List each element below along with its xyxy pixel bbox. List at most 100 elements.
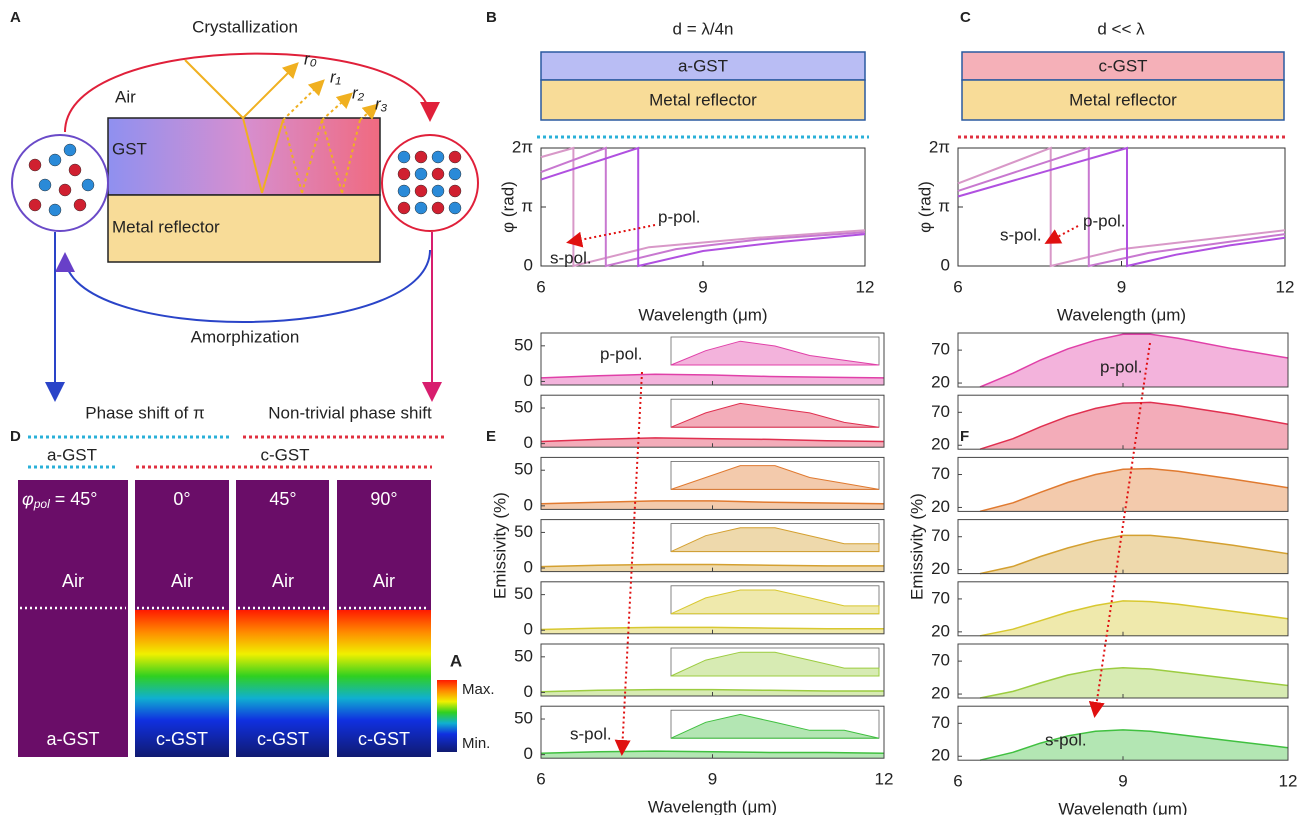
inset-fill (670, 465, 880, 490)
crystal-atoms (381, 134, 479, 232)
y-tick-label: 0 (524, 495, 533, 514)
inset-fill (670, 651, 880, 677)
amorphization-arrow (55, 249, 431, 323)
y-tick-label: 50 (514, 709, 533, 728)
annotation-arrow (1088, 342, 1151, 718)
phase-line (540, 146, 866, 268)
panel-label: A (10, 9, 21, 26)
inset-frame (670, 709, 880, 739)
atom (414, 184, 428, 198)
atom (431, 201, 445, 215)
area-fill (980, 402, 1288, 450)
y-tick-label: 2π (929, 137, 950, 156)
layer (961, 51, 1285, 81)
panel-title: d << λ (1097, 19, 1145, 38)
y-tick-label: 0 (941, 255, 950, 274)
y-tick-label: 70 (931, 402, 950, 421)
y-tick-label: π (938, 196, 950, 215)
annotation: p-pol. (600, 344, 643, 363)
angle-label: 45° (269, 489, 296, 509)
x-axis-label: Wavelength (μm) (1058, 800, 1187, 815)
annotation: s-pol. (550, 248, 592, 267)
emissivity-line (979, 600, 1289, 637)
emissivity-line (540, 563, 884, 568)
y-tick-label: 0 (524, 682, 533, 701)
angle-label: 90° (370, 489, 397, 509)
ray-label: r₃ (375, 94, 388, 113)
y-tick-label: 2π (512, 137, 533, 156)
header: c-GST (260, 445, 309, 464)
y-tick-label: 20 (931, 684, 950, 703)
area-fill (980, 535, 1288, 574)
y-tick-label: 0 (524, 371, 533, 390)
atom (448, 201, 462, 215)
air-label: Air (115, 87, 136, 106)
x-axis-label: Wavelength (μm) (1057, 305, 1186, 324)
ray-label: r₂ (352, 83, 365, 102)
emissivity-line (540, 373, 885, 379)
annotation: p-pol. (1100, 357, 1143, 376)
air-label: Air (62, 571, 84, 591)
crystallization-arrow (64, 52, 440, 133)
y-tick-label: 70 (931, 713, 950, 732)
area-fill (980, 729, 1288, 761)
y-tick-label: 0 (524, 255, 533, 274)
atom (397, 184, 411, 198)
y-tick-label: 20 (931, 559, 950, 578)
y-tick-label: 0 (524, 433, 533, 452)
y-tick-label: 20 (931, 746, 950, 765)
area-fill (980, 468, 1288, 512)
x-tick-label: 6 (536, 277, 545, 296)
x-tick-label: 9 (1117, 277, 1126, 296)
air-label: Air (373, 571, 395, 591)
emissivity-line (979, 666, 1289, 699)
y-tick-label: 70 (931, 526, 950, 545)
x-tick-label: 9 (698, 277, 707, 296)
x-tick-label: 6 (953, 277, 962, 296)
atom (414, 167, 428, 181)
ray-label: r₀ (304, 49, 317, 68)
panel-label: E (486, 428, 496, 445)
annotation-arrow (614, 371, 643, 756)
emissivity-line (979, 333, 1289, 388)
phi-rest: = 45° (50, 489, 98, 509)
atom (448, 184, 462, 198)
polarization-label: φpol = 45° (22, 489, 98, 511)
annotation: p-pol. (1083, 211, 1126, 230)
inset-fill (670, 340, 880, 366)
emissivity-line (540, 688, 884, 693)
atom (63, 143, 77, 157)
air-label: Air (272, 571, 294, 591)
emissivity-line (979, 401, 1289, 450)
annotation: p-pol. (658, 207, 701, 226)
atom (448, 150, 462, 164)
layer (540, 79, 866, 121)
panel-label: C (960, 9, 971, 26)
layer-label: c-GST (156, 729, 208, 749)
field-map (236, 610, 329, 757)
layer-label: c-GST (257, 729, 309, 749)
atom (58, 183, 72, 197)
y-tick-label: π (521, 196, 533, 215)
emissivity-line (540, 750, 885, 754)
metal-label: Metal reflector (112, 217, 220, 236)
atom (48, 203, 62, 217)
atom (397, 167, 411, 181)
phase-line (957, 146, 1286, 268)
y-tick-label: 70 (931, 464, 950, 483)
layer-label: Metal reflector (649, 90, 757, 109)
x-tick-label: 12 (1276, 277, 1295, 296)
header: a-GST (47, 445, 97, 464)
x-tick-label: 6 (953, 772, 962, 791)
colorbar-title: A (450, 651, 462, 670)
y-tick-label: 50 (514, 335, 533, 354)
y-tick-label: 70 (931, 651, 950, 670)
panel-label: B (486, 9, 497, 26)
panel-label: D (10, 428, 21, 445)
layer (540, 51, 866, 81)
rays (184, 59, 380, 194)
area-fill (980, 600, 1288, 636)
phase-label: Non-trivial phase shift (268, 403, 432, 422)
field-map (337, 610, 431, 757)
